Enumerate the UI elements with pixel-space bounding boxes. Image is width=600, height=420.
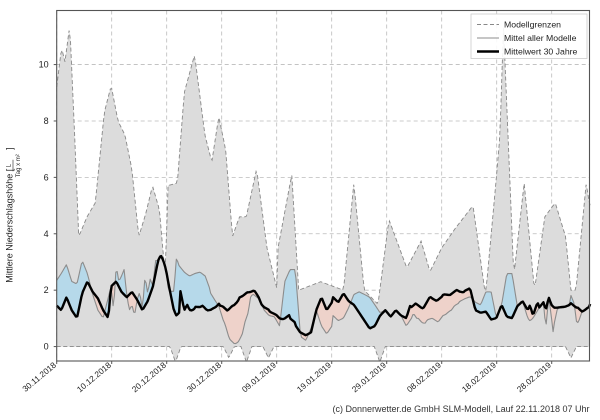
svg-text:8: 8: [44, 116, 49, 126]
svg-text:(c) Donnerwetter.de GmbH SLM-M: (c) Donnerwetter.de GmbH SLM-Modell, Lau…: [333, 404, 590, 414]
svg-text:Mittelwert 30 Jahre: Mittelwert 30 Jahre: [504, 47, 578, 57]
svg-text:2: 2: [44, 285, 49, 295]
svg-text:10: 10: [39, 60, 49, 70]
svg-text:]: ]: [5, 147, 15, 150]
svg-text:0: 0: [44, 342, 49, 352]
svg-text:Tag x m²: Tag x m²: [16, 154, 22, 177]
svg-text:Mittel aller Modelle: Mittel aller Modelle: [504, 33, 577, 43]
svg-text:Mittlere Niederschlagshöhe [: Mittlere Niederschlagshöhe [: [5, 168, 15, 283]
svg-text:Modellgrenzen: Modellgrenzen: [504, 20, 561, 30]
svg-text:6: 6: [44, 172, 49, 182]
svg-text:4: 4: [44, 229, 49, 239]
